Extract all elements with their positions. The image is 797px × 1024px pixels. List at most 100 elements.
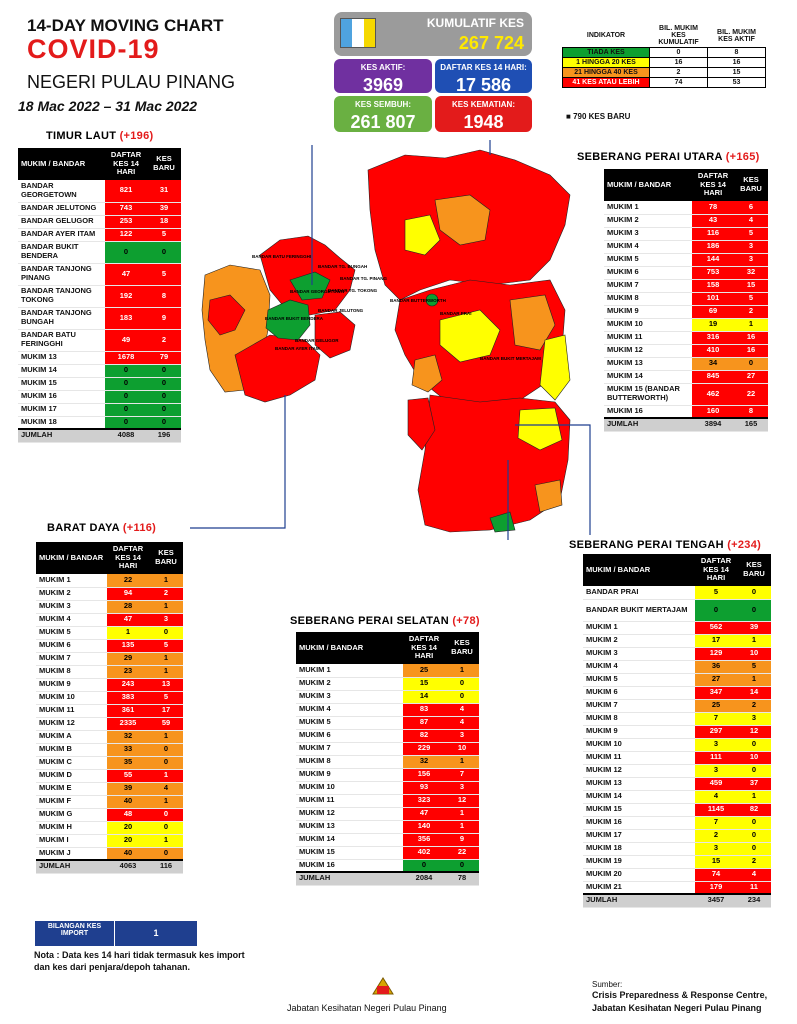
row-new: 1 [445,820,479,834]
table-row: MUKIM 10 93 3 [296,781,479,795]
total-cell: 3894 [692,417,734,432]
mainland-central-orange [509,294,556,351]
row-new: 0 [445,677,479,691]
row-label: MUKIM 2 [583,634,695,648]
map-label: BANDAR BATU FERINGGHI [252,254,311,259]
row-new: 10 [445,742,479,756]
row-14day: 0 [105,390,147,404]
row-new: 22 [445,846,479,860]
table-row: MUKIM 9 156 7 [296,768,479,782]
row-14day: 29 [107,652,149,666]
row-label: MUKIM 10 [36,691,107,705]
row-14day: 135 [107,639,149,653]
row-new: 17 [149,704,183,718]
row-14day: 7 [695,816,737,830]
table-row: MUKIM 15 1145 82 [583,803,771,817]
row-label: MUKIM 7 [296,742,403,756]
row-new: 1 [149,574,183,588]
row-14day: 186 [692,240,734,254]
row-label: MUKIM 6 [604,266,692,280]
table-row: BANDAR TANJONG BUNGAH 183 9 [18,307,181,330]
row-new: 1 [149,769,183,783]
row-label: MUKIM 19 [583,855,695,869]
row-label: MUKIM 7 [36,652,107,666]
row-new: 2 [734,305,768,319]
row-new: 8 [734,405,768,419]
row-label: MUKIM 14 [296,833,403,847]
column-header: DAFTAR KES 14 HARI [107,542,149,574]
row-label: BANDAR JELUTONG [18,202,105,216]
table-row: MUKIM 7 29 1 [36,652,183,666]
map-label: BANDAR TG. TOKONG [328,288,378,293]
row-new: 3 [734,240,768,254]
table-row: MUKIM 6 135 5 [36,639,183,653]
table-row: MUKIM 16 160 8 [604,405,768,419]
column-header: KES BARU [737,554,771,586]
indicator-act: 8 [707,47,766,58]
row-14day: 94 [107,587,149,601]
row-label: MUKIM 3 [36,600,107,614]
row-label: MUKIM 14 [18,364,105,378]
row-14day: 25 [403,664,445,678]
row-14day: 361 [107,704,149,718]
table-row: MUKIM G 48 0 [36,808,183,822]
row-14day: 243 [107,678,149,692]
table-row: BANDAR BUKIT MERTAJAM 0 0 [583,599,771,622]
table-row: MUKIM B 33 0 [36,743,183,757]
table-row: MUKIM 15 (BANDAR BUTTERWORTH) 462 22 [604,383,768,406]
row-label: MUKIM 2 [36,587,107,601]
row-new: 0 [149,808,183,822]
row-label: MUKIM 7 [583,699,695,713]
table-row: MUKIM 5 27 1 [583,673,771,687]
total-cell: 196 [147,428,181,443]
table-row: MUKIM 12 47 1 [296,807,479,821]
row-label: MUKIM 10 [296,781,403,795]
table-row: MUKIM 13 140 1 [296,820,479,834]
row-14day: 144 [692,253,734,267]
row-14day: 402 [403,846,445,860]
row-new: 6 [734,201,768,215]
row-new: 1 [445,664,479,678]
row-label: BANDAR BATU FERINGGHI [18,329,105,352]
row-new: 5 [147,228,181,242]
kumulatif-value: 267 724 [458,33,524,53]
table-row: MUKIM A 32 1 [36,730,183,744]
total-cell: 4063 [107,859,149,874]
row-new: 4 [445,716,479,730]
map-label: BANDAR PRAI [440,311,472,316]
row-new: 1 [445,807,479,821]
timur-laut-table: MUKIM / BANDAR DAFTAR KES 14 HARI KES BARU… [18,148,181,443]
row-14day: 323 [403,794,445,808]
row-new: 18 [147,215,181,229]
row-label: BANDAR AYER ITAM [18,228,105,242]
row-label: MUKIM 8 [36,665,107,679]
column-header: KES BARU [147,148,181,180]
table-row: MUKIM 3 28 1 [36,600,183,614]
row-new: 0 [147,403,181,417]
table-row: MUKIM 1 562 39 [583,621,771,635]
row-14day: 40 [107,847,149,861]
row-label: MUKIM 16 [18,390,105,404]
row-label: MUKIM 12 [296,807,403,821]
row-14day: 3 [695,738,737,752]
row-14day: 55 [107,769,149,783]
row-label: MUKIM 1 [296,664,403,678]
row-14day: 17 [695,634,737,648]
row-14day: 32 [403,755,445,769]
title-line1: 14-DAY MOVING CHART [27,16,224,35]
table-row: MUKIM 1 25 1 [296,664,479,678]
row-14day: 74 [695,868,737,882]
row-new: 0 [737,599,771,622]
row-14day: 356 [403,833,445,847]
row-label: MUKIM 8 [604,292,692,306]
row-label: MUKIM B [36,743,107,757]
table-row: MUKIM 13 1678 79 [18,351,181,365]
row-label: MUKIM F [36,795,107,809]
table-row: MUKIM F 40 1 [36,795,183,809]
map-label: BANDAR BUKIT MERTAJAM [480,356,541,361]
row-14day: 47 [105,263,147,286]
table-row: MUKIM 9 243 13 [36,678,183,692]
table-row: MUKIM 12 2335 59 [36,717,183,731]
map-label: BANDAR TG. PINANG [340,276,387,281]
row-14day: 179 [695,881,737,895]
